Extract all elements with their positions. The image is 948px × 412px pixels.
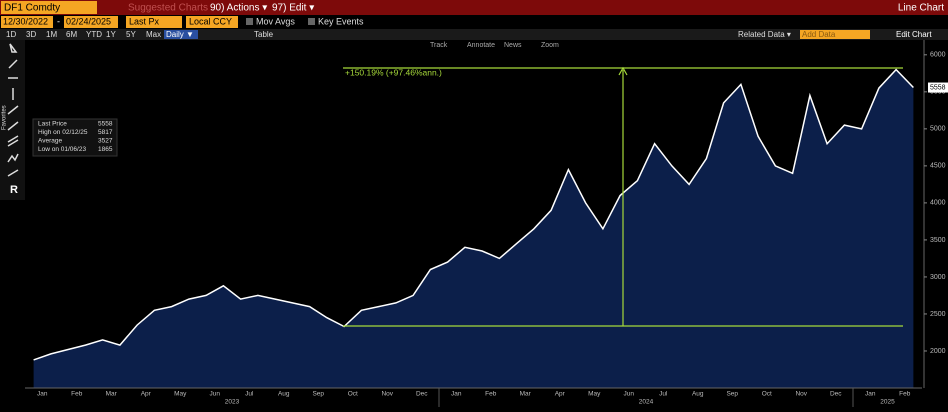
r-icon[interactable]: R [10, 184, 18, 196]
y-tick-label: 6000 [930, 52, 946, 59]
legend-label: High on 02/12/25 [38, 129, 88, 136]
ticker-box[interactable] [1, 1, 97, 14]
chart-tool[interactable]: Track [430, 42, 448, 49]
suggested[interactable]: Suggested Charts [128, 3, 208, 14]
y-tick-label: 4000 [930, 200, 946, 207]
x-tick-label: Jan [865, 391, 876, 398]
checkbox[interactable] [308, 18, 315, 25]
x-tick-label: Aug [692, 391, 704, 398]
chart-tool[interactable]: News [504, 42, 522, 49]
period-button[interactable]: 6M [66, 30, 77, 39]
favorites[interactable]: Favorites [2, 105, 8, 130]
period-button[interactable]: 1D [6, 30, 16, 39]
start-date: 12/30/2022 [3, 16, 48, 26]
legend-value: 5558 [98, 121, 113, 128]
legend-box [32, 118, 118, 157]
ccy-box[interactable] [186, 16, 238, 28]
mov-avgs[interactable]: Mov Avgs [256, 16, 295, 26]
title-bar [0, 0, 948, 15]
x-tick-label: Apr [555, 391, 566, 398]
table[interactable]: Table [254, 30, 274, 39]
x-tick-label: Jul [245, 391, 254, 398]
add-data-box[interactable] [800, 30, 870, 39]
y-tick-label: 5000 [930, 126, 946, 133]
field-box[interactable] [126, 16, 182, 28]
chart-tool[interactable]: Zoom [541, 42, 559, 49]
edit-chart[interactable]: Edit Chart [896, 30, 932, 39]
frequency[interactable]: Daily ▼ [166, 30, 194, 39]
y-tick-label: 3000 [930, 274, 946, 281]
x-tick-label: Jul [659, 391, 668, 398]
x-tick-label: Oct [762, 391, 772, 398]
x-tick-label: Jun [210, 391, 221, 398]
period-button[interactable]: YTD [86, 30, 102, 39]
last-price-label: 5558 [930, 84, 946, 91]
x-tick-label: Oct [348, 391, 358, 398]
x-tick-label: Sep [312, 391, 324, 398]
frequency-box[interactable] [164, 30, 198, 39]
x-tick-label: Sep [726, 391, 738, 398]
actions[interactable]: 90) Actions ▾ [210, 3, 267, 14]
period-button[interactable]: Max [146, 30, 161, 39]
arrow-head [618, 66, 628, 76]
area [33, 69, 914, 388]
y-tick-label: 4500 [930, 163, 946, 170]
related-data[interactable]: Related Data ▾ [738, 30, 791, 39]
period-button[interactable]: 5Y [126, 30, 136, 39]
add-data[interactable]: Add Data [802, 30, 836, 39]
legend-value: 1865 [98, 146, 113, 153]
ticker: DF1 Comdty [4, 3, 60, 14]
x-tick-label: Feb [899, 391, 911, 398]
year-label: 2024 [639, 399, 654, 406]
x-tick-label: Dec [830, 391, 842, 398]
period-button[interactable]: 1M [46, 30, 57, 39]
x-tick-label: Nov [795, 391, 807, 398]
x-tick-label: May [588, 391, 601, 398]
price-line [33, 68, 914, 361]
dash: - [57, 16, 60, 26]
annotation: +150.19% (+97.46%ann.) [345, 67, 442, 77]
end-date: 02/24/2025 [66, 16, 111, 26]
currency: Local CCY [189, 16, 232, 26]
x-tick-label: Jan [451, 391, 462, 398]
legend-value: 5817 [98, 129, 113, 136]
legend-label: Last Price [38, 121, 67, 128]
legend-value: 3527 [98, 138, 113, 145]
x-tick-label: Jan [37, 391, 48, 398]
x-tick-label: Jun [624, 391, 635, 398]
y-tick-label: 3500 [930, 237, 946, 244]
end-box[interactable] [64, 16, 118, 28]
chart-tool[interactable]: Annotate [467, 42, 495, 49]
period-button[interactable]: 1Y [106, 30, 116, 39]
x-tick-label: Apr [141, 391, 152, 398]
legend-label: Low on 01/06/23 [38, 146, 86, 153]
x-tick-label: May [174, 391, 187, 398]
chart-type: Line Chart [898, 3, 944, 14]
start-box[interactable] [1, 16, 53, 28]
x-tick-label: Feb [485, 391, 497, 398]
y-tick-label: 2000 [930, 348, 946, 355]
field: Last Px [129, 16, 160, 26]
period-button[interactable]: 3D [26, 30, 36, 39]
x-tick-label: Aug [278, 391, 290, 398]
x-tick-label: Feb [71, 391, 83, 398]
edit[interactable]: 97) Edit ▾ [272, 3, 314, 14]
last-price-box [928, 82, 948, 93]
x-tick-label: Dec [416, 391, 428, 398]
checkbox[interactable] [246, 18, 253, 25]
key-events[interactable]: Key Events [318, 16, 364, 26]
y-tick-label: 2500 [930, 311, 946, 318]
x-tick-label: Nov [381, 391, 393, 398]
controls-bar [0, 29, 948, 40]
x-tick-label: Mar [520, 391, 532, 398]
year-label: 2023 [225, 399, 240, 406]
year-label: 2025 [880, 399, 895, 406]
legend-label: Average [38, 138, 62, 145]
tool-icons[interactable] [7, 43, 19, 177]
x-tick-label: Mar [106, 391, 118, 398]
